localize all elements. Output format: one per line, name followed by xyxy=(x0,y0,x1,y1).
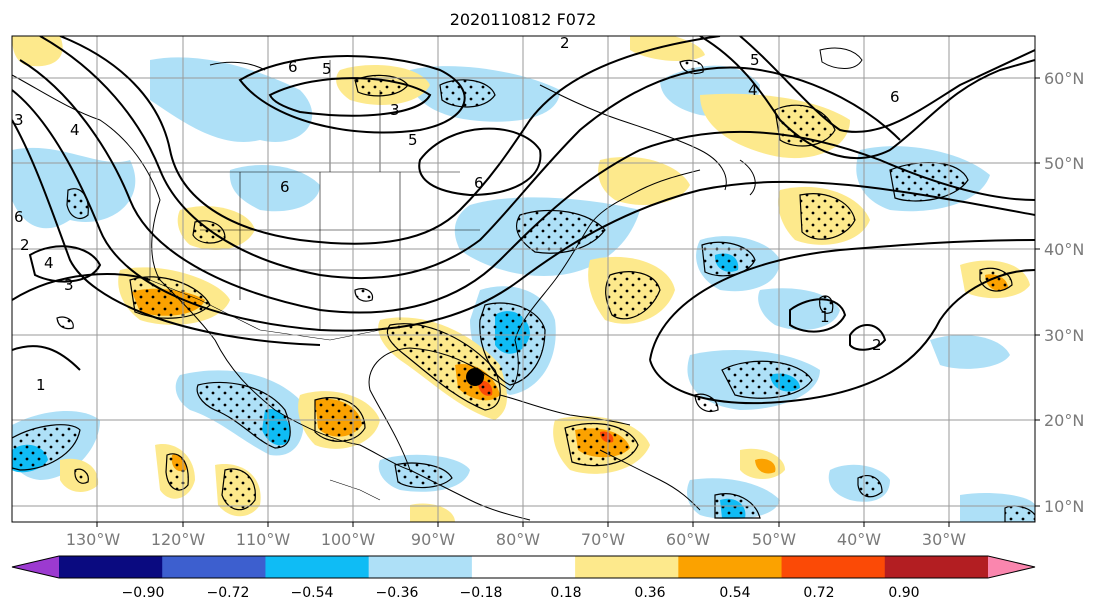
lon-label: 40°W xyxy=(837,530,881,549)
contour-label: 3 xyxy=(14,111,24,129)
graticule xyxy=(12,36,1035,522)
contour-labels: 6 5 3 5 6 6 4 6 2 5 4 6 1 3 4 3 2 2 1 xyxy=(14,34,900,394)
colorbar xyxy=(11,555,1036,579)
colorbar-tick-label: −0.54 xyxy=(291,585,334,601)
lat-label: 50°N xyxy=(1044,154,1084,173)
colorbar-tick-label: 0.54 xyxy=(719,585,750,601)
colorbar-segment xyxy=(575,556,679,578)
contour-label: 5 xyxy=(322,60,332,78)
lat-label: 40°N xyxy=(1044,240,1084,259)
colorbar-segment xyxy=(368,556,473,578)
contour-label: 5 xyxy=(408,131,418,149)
lon-label: 120°W xyxy=(151,530,206,549)
contour-label: 1 xyxy=(36,376,46,394)
colorbar-segment xyxy=(781,556,886,578)
colorbar-tick-label: −0.90 xyxy=(122,585,165,601)
colorbar-tick-label: −0.72 xyxy=(207,585,250,601)
significance-stippling xyxy=(12,59,1035,522)
map-title: 2020110812 F072 xyxy=(450,10,597,29)
height-contours xyxy=(12,36,1035,405)
lat-label: 10°N xyxy=(1044,497,1084,516)
lon-label: 80°W xyxy=(496,530,540,549)
contour-label: 6 xyxy=(288,58,298,76)
contour-label: 2 xyxy=(20,236,30,254)
colorbar-tick-label: 0.72 xyxy=(803,585,834,601)
lon-label: 90°W xyxy=(411,530,455,549)
colorbar-segment xyxy=(471,556,576,578)
contour-label: 5 xyxy=(750,51,760,69)
colorbar-tick-label: −0.36 xyxy=(376,585,419,601)
lon-label: 130°W xyxy=(66,530,121,549)
colorbar-tick-label: −0.18 xyxy=(460,585,503,601)
contour-label: 6 xyxy=(890,88,900,106)
latitude-labels: 60°N 50°N 40°N 30°N 20°N 10°N xyxy=(1044,69,1084,516)
colorbar-segment xyxy=(265,556,370,578)
lat-label: 20°N xyxy=(1044,411,1084,430)
lon-label: 50°W xyxy=(752,530,796,549)
lon-label: 110°W xyxy=(236,530,291,549)
contour-label: 4 xyxy=(748,81,758,99)
contour-label: 6 xyxy=(474,174,484,192)
colorbar-tick-label: 0.36 xyxy=(634,585,665,601)
colorbar-tick-label: 0.18 xyxy=(550,585,581,601)
lat-label: 30°N xyxy=(1044,326,1084,345)
contour-label: 1 xyxy=(820,308,830,326)
colorbar-extend-min xyxy=(12,556,59,578)
contour-label: 4 xyxy=(44,254,54,272)
colorbar-tick-label: 0.90 xyxy=(888,585,919,601)
contour-label: 6 xyxy=(14,208,24,226)
lat-label: 60°N xyxy=(1044,69,1084,88)
colorbar-segment xyxy=(678,556,783,578)
lon-label: 100°W xyxy=(321,530,376,549)
storm-center-marker xyxy=(466,368,484,386)
colorbar-segment xyxy=(162,556,266,578)
map-area: 6 5 3 5 6 6 4 6 2 5 4 6 1 3 4 3 2 2 1 xyxy=(12,34,1035,522)
axis-ticks xyxy=(96,77,1040,527)
lon-label: 70°W xyxy=(581,530,625,549)
lon-label: 30°W xyxy=(922,530,966,549)
contour-label: 3 xyxy=(390,101,400,119)
longitude-labels: 130°W 120°W 110°W 100°W 90°W 80°W 70°W 6… xyxy=(66,530,966,549)
coastlines xyxy=(12,47,863,521)
contour-label: 2 xyxy=(560,34,570,52)
colorbar-segment xyxy=(59,556,163,578)
contour-label: 4 xyxy=(70,121,80,139)
contour-label: 2 xyxy=(872,336,882,354)
colorbar-segment xyxy=(884,556,989,578)
contour-label: 3 xyxy=(64,276,74,294)
colorbar-outline xyxy=(11,555,1036,579)
lon-label: 60°W xyxy=(666,530,710,549)
colorbar-tick-labels: −0.90 −0.72 −0.54 −0.36 −0.18 0.18 0.36 … xyxy=(122,585,920,601)
colorbar-extend-max xyxy=(988,556,1035,578)
contour-label: 6 xyxy=(280,178,290,196)
